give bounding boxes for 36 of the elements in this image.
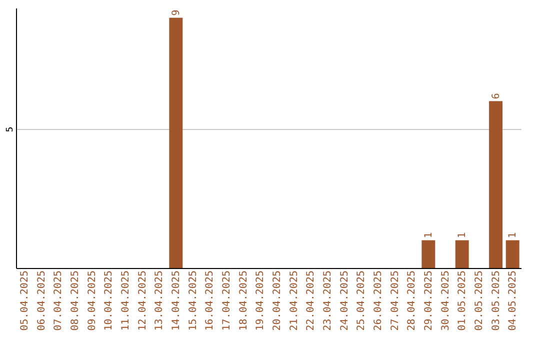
- x-tick-label: 05.04.2025: [19, 270, 30, 331]
- x-tick-label: 29.04.2025: [423, 270, 434, 331]
- data-label: 1: [423, 232, 434, 238]
- x-tick-label: 12.04.2025: [137, 270, 148, 331]
- x-tick-label: 21.04.2025: [288, 270, 300, 331]
- x-tick-label: 07.04.2025: [53, 270, 64, 331]
- x-tick-label: 22.04.2025: [306, 270, 317, 331]
- x-tick-label: 02.05.2025: [474, 270, 485, 331]
- x-tick-label: 27.04.2025: [390, 270, 401, 331]
- data-label: 9: [170, 10, 182, 16]
- x-tick-label: 15.04.2025: [188, 270, 199, 331]
- x-tick-label: 16.04.2025: [204, 270, 216, 331]
- x-tick-label: 04.05.2025: [508, 270, 519, 331]
- x-tick-label: 10.04.2025: [104, 270, 115, 331]
- data-label: 1: [508, 232, 519, 238]
- x-tick-label: 26.04.2025: [372, 270, 384, 331]
- x-tick-label: 24.04.2025: [339, 270, 350, 331]
- x-tick-label: 18.04.2025: [238, 270, 250, 331]
- x-tick-label: 09.04.2025: [86, 270, 98, 331]
- y-tick-label: 5: [6, 126, 16, 132]
- x-tick-label: 28.04.2025: [406, 270, 418, 331]
- x-tick-label: 30.04.2025: [440, 270, 452, 331]
- x-tick-label: 08.04.2025: [70, 270, 81, 331]
- x-tick-label: 25.04.2025: [356, 270, 368, 331]
- x-tick-label: 03.05.2025: [490, 270, 502, 331]
- data-label: 6: [490, 93, 502, 100]
- x-tick-label: 11.04.2025: [120, 270, 132, 331]
- x-tick-label: 20.04.2025: [272, 270, 283, 331]
- data-label: 1: [457, 232, 468, 238]
- x-tick-label: 14.04.2025: [170, 270, 182, 331]
- x-tick-label: 19.04.2025: [255, 270, 266, 331]
- x-tick-label: 17.04.2025: [221, 270, 232, 331]
- x-tick-label: 23.04.2025: [322, 270, 334, 331]
- x-tick-label: 13.04.2025: [154, 270, 166, 331]
- x-tick-label: 01.05.2025: [457, 270, 468, 331]
- x-tick-label: 06.04.2025: [36, 270, 48, 331]
